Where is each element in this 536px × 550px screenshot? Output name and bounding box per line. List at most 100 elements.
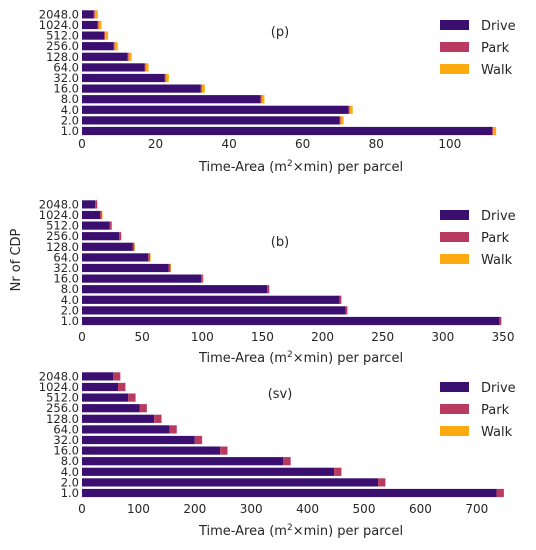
y-tick-label: 256.0 <box>46 229 79 243</box>
bar-park-4_0 <box>334 467 342 476</box>
bar-walk-128_0 <box>128 52 132 61</box>
y-tick-label: 1024.0 <box>39 18 79 32</box>
bar-walk-2_0 <box>347 306 348 315</box>
x-tick-label: 700 <box>465 502 488 516</box>
bar-park-64_0 <box>144 63 146 72</box>
legend-swatch-park <box>440 232 469 242</box>
bar-park-128_0 <box>132 242 135 251</box>
x-tick-label: 0 <box>78 137 86 151</box>
y-tick-label: 16.0 <box>53 272 79 286</box>
bar-drive-16_0 <box>82 446 221 455</box>
bar-park-16_0 <box>200 84 202 93</box>
x-tick-label: 150 <box>251 330 274 344</box>
panel-title: (p) <box>271 25 289 40</box>
bar-park-4_0 <box>348 105 350 114</box>
bar-park-2_0 <box>345 306 348 315</box>
bar-park-2_0 <box>378 478 386 487</box>
x-tick-label: 600 <box>409 502 432 516</box>
y-tick-label: 64.0 <box>53 60 79 74</box>
bar-drive-2_0 <box>82 116 340 125</box>
x-tick-label: 50 <box>134 330 149 344</box>
bar-walk-8_0 <box>269 285 270 294</box>
bar-drive-2_0 <box>82 478 379 487</box>
y-tick-label: 2.0 <box>61 475 79 489</box>
x-tick-label: 300 <box>240 502 263 516</box>
bar-walk-1024_0 <box>98 20 102 30</box>
bar-walk-8_0 <box>261 95 265 104</box>
bar-park-2048_0 <box>113 372 121 381</box>
bar-walk-16_0 <box>202 274 204 283</box>
y-tick-label: 128.0 <box>46 50 79 64</box>
bar-drive-1_0 <box>82 316 500 326</box>
bar-park-2048_0 <box>93 10 95 19</box>
x-tick-label: 250 <box>371 330 394 344</box>
bar-drive-512_0 <box>82 393 129 402</box>
bar-walk-64_0 <box>149 253 151 262</box>
y-tick-label: 128.0 <box>46 240 79 254</box>
panel-title: (sv) <box>268 387 293 402</box>
y-tick-label: 32.0 <box>53 433 79 447</box>
bar-drive-32_0 <box>82 73 165 83</box>
bar-walk-4_0 <box>349 105 353 114</box>
bar-drive-64_0 <box>82 253 149 262</box>
y-tick-label: 1024.0 <box>39 208 79 222</box>
legend-label-drive: Drive <box>481 19 516 34</box>
y-tick-label: 8.0 <box>61 454 79 468</box>
legend-swatch-walk <box>440 64 469 74</box>
legend-swatch-drive <box>440 382 469 392</box>
x-tick-label: 40 <box>221 137 236 151</box>
bar-park-128_0 <box>127 52 129 61</box>
bar-drive-128_0 <box>82 414 155 423</box>
bar-park-2048_0 <box>95 200 98 209</box>
legend-swatch-walk <box>440 426 469 436</box>
y-tick-label: 1.0 <box>61 314 79 328</box>
bar-drive-1_0 <box>82 488 497 498</box>
y-tick-label: 512.0 <box>46 219 79 233</box>
bar-drive-2048_0 <box>82 372 114 381</box>
y-tick-label: 1.0 <box>61 124 79 138</box>
bar-walk-2_0 <box>340 116 344 125</box>
panel-p: 1.02.04.08.016.032.064.0128.0256.0512.01… <box>39 7 516 175</box>
legend-label-walk: Walk <box>481 63 513 78</box>
legend-swatch-park <box>440 404 469 414</box>
y-tick-label: 32.0 <box>53 71 79 85</box>
bar-park-4_0 <box>339 295 342 304</box>
legend-label-park: Park <box>481 41 510 56</box>
bar-drive-1024_0 <box>82 382 119 392</box>
bar-walk-16_0 <box>201 84 205 93</box>
y-tick-label: 2048.0 <box>39 369 79 383</box>
bar-drive-2_0 <box>82 306 346 315</box>
y-tick-label: 256.0 <box>46 401 79 415</box>
y-tick-label: 2.0 <box>61 113 79 127</box>
bar-drive-8_0 <box>82 457 284 466</box>
y-tick-label: 512.0 <box>46 29 79 43</box>
y-tick-label: 1024.0 <box>39 380 79 394</box>
x-tick-label: 300 <box>431 330 454 344</box>
y-tick-label: 256.0 <box>46 39 79 53</box>
x-tick-label: 100 <box>438 137 461 151</box>
bar-walk-64_0 <box>145 63 149 72</box>
bar-drive-256_0 <box>82 232 120 241</box>
x-axis-label: Time-Area (m2×min) per parcel <box>198 159 403 175</box>
bar-park-1_0 <box>496 488 504 498</box>
legend-label-walk: Walk <box>481 425 513 440</box>
bar-park-16_0 <box>201 274 203 283</box>
bar-walk-4_0 <box>341 295 342 304</box>
bar-park-1024_0 <box>118 382 126 392</box>
x-axis-label: Time-Area (m2×min) per parcel <box>198 350 403 366</box>
bar-park-8_0 <box>260 95 262 104</box>
bar-walk-128_0 <box>134 242 135 251</box>
bar-park-256_0 <box>119 232 122 241</box>
legend-swatch-walk <box>440 254 469 264</box>
bar-drive-2048_0 <box>82 200 96 209</box>
legend-label-drive: Drive <box>481 381 516 396</box>
legend-label-walk: Walk <box>481 253 513 268</box>
bar-park-2_0 <box>339 116 341 125</box>
bar-park-1_0 <box>499 316 502 326</box>
bar-park-1024_0 <box>97 20 99 30</box>
bar-walk-256_0 <box>121 232 122 241</box>
bar-drive-256_0 <box>82 42 114 51</box>
bar-walk-512_0 <box>111 221 113 230</box>
bar-park-512_0 <box>104 31 106 40</box>
